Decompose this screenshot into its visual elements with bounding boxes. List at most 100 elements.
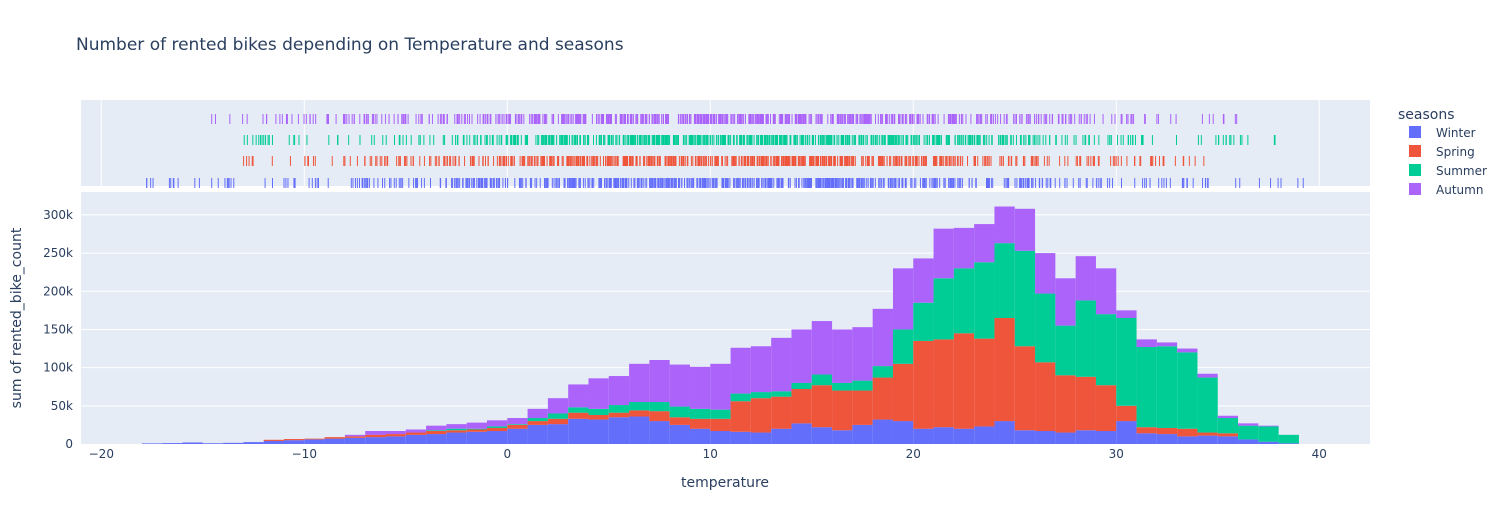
bar-autumn (608, 376, 630, 406)
legend-label-summer: Summer (1436, 164, 1487, 178)
bar-spring (730, 401, 751, 432)
bar-summer (669, 406, 690, 418)
bar-summer (913, 302, 934, 341)
x-tick-label: 20 (906, 447, 921, 461)
bar-winter (710, 431, 731, 444)
bar-winter (588, 419, 609, 444)
bar-winter (730, 431, 751, 444)
bar-spring (344, 436, 366, 438)
x-tick-label: 0 (503, 447, 511, 461)
bar-autumn (649, 360, 670, 402)
bar-winter (872, 419, 893, 444)
bar-winter (811, 427, 833, 444)
bar-summer (1095, 314, 1117, 386)
legend-label-spring: Spring (1436, 145, 1475, 159)
bar-spring (426, 431, 447, 435)
bar-winter (608, 417, 630, 444)
bar-autumn (1136, 339, 1157, 348)
rug-marks (146, 114, 1304, 188)
bar-autumn (689, 366, 711, 409)
bar-autumn (872, 308, 893, 367)
bar-autumn (913, 258, 934, 303)
bar-winter (466, 431, 487, 444)
bar-summer (832, 382, 853, 391)
bar-spring (1014, 346, 1036, 431)
y-tick-label: 250k (43, 246, 73, 260)
x-tick-label: 30 (1109, 447, 1124, 461)
bar-winter (1217, 436, 1239, 444)
bar-spring (933, 339, 954, 428)
bar-summer (933, 278, 954, 340)
bar-winter (1156, 434, 1178, 444)
bar-autumn (568, 384, 589, 408)
bar-autumn (974, 224, 995, 263)
bar-spring (994, 318, 1015, 422)
bar-autumn (446, 424, 467, 429)
bar-summer (547, 413, 569, 419)
bar-autumn (588, 378, 609, 409)
bar-summer (1014, 250, 1036, 347)
bar-summer (1197, 377, 1218, 433)
bar-spring (1217, 433, 1239, 437)
bar-winter (202, 443, 224, 444)
bar-winter (162, 443, 183, 444)
bar-winter (324, 438, 345, 444)
bar-summer (426, 430, 447, 432)
bar-winter (182, 442, 203, 444)
bar-winter (243, 442, 264, 444)
legend-item-spring[interactable]: Spring (1409, 145, 1475, 159)
bar-summer (1258, 426, 1279, 442)
bars (141, 206, 1299, 444)
bar-winter (486, 431, 508, 444)
bar-summer (771, 391, 792, 397)
bar-spring (710, 418, 731, 432)
bar-spring (669, 417, 690, 425)
legend-swatch-spring (1409, 145, 1421, 157)
bar-autumn (892, 268, 914, 330)
bar-winter (223, 442, 244, 444)
bar-spring (405, 432, 427, 435)
bar-autumn (710, 363, 731, 410)
legend-label-autumn: Autumn (1436, 183, 1483, 197)
bar-spring (1116, 405, 1137, 422)
bar-spring (588, 414, 609, 420)
bar-autumn (771, 337, 792, 392)
bar-summer (1075, 300, 1096, 377)
bar-summer (872, 366, 893, 378)
bar-spring (974, 338, 995, 427)
bar-autumn (791, 329, 812, 383)
bar-spring (1035, 362, 1056, 432)
bar-summer (1035, 293, 1056, 363)
legend-swatch-summer (1409, 164, 1421, 176)
legend-item-summer[interactable]: Summer (1409, 164, 1487, 178)
legend-item-winter[interactable]: Winter (1409, 126, 1476, 140)
y-tick-label: 50k (51, 399, 73, 413)
bar-spring (486, 427, 508, 432)
rug-row-summer (243, 135, 1276, 145)
bar-winter (1278, 443, 1299, 444)
bar-spring (892, 363, 914, 422)
bar-spring (1136, 427, 1157, 434)
bar-summer (568, 407, 589, 413)
bar-summer (791, 382, 812, 390)
bar-autumn (1156, 342, 1178, 347)
y-tick-label: 200k (43, 284, 73, 298)
legend-item-autumn[interactable]: Autumn (1409, 183, 1483, 197)
bar-autumn (852, 327, 873, 381)
bar-winter (1197, 435, 1218, 444)
bar-autumn (1095, 268, 1117, 315)
legend-swatch-winter (1409, 126, 1421, 138)
bar-autumn (953, 227, 975, 269)
y-tick-label: 150k (43, 322, 73, 336)
bar-autumn (507, 418, 528, 425)
bar-autumn (933, 228, 954, 279)
bar-spring (1055, 375, 1076, 433)
bar-winter (669, 424, 690, 444)
bar-winter (1055, 432, 1076, 444)
bar-summer (750, 392, 772, 399)
bar-autumn (1238, 423, 1259, 426)
bar-autumn (466, 422, 487, 429)
y-axis-title: sum of rented_bike_count (9, 227, 25, 408)
bar-autumn (1075, 256, 1096, 301)
